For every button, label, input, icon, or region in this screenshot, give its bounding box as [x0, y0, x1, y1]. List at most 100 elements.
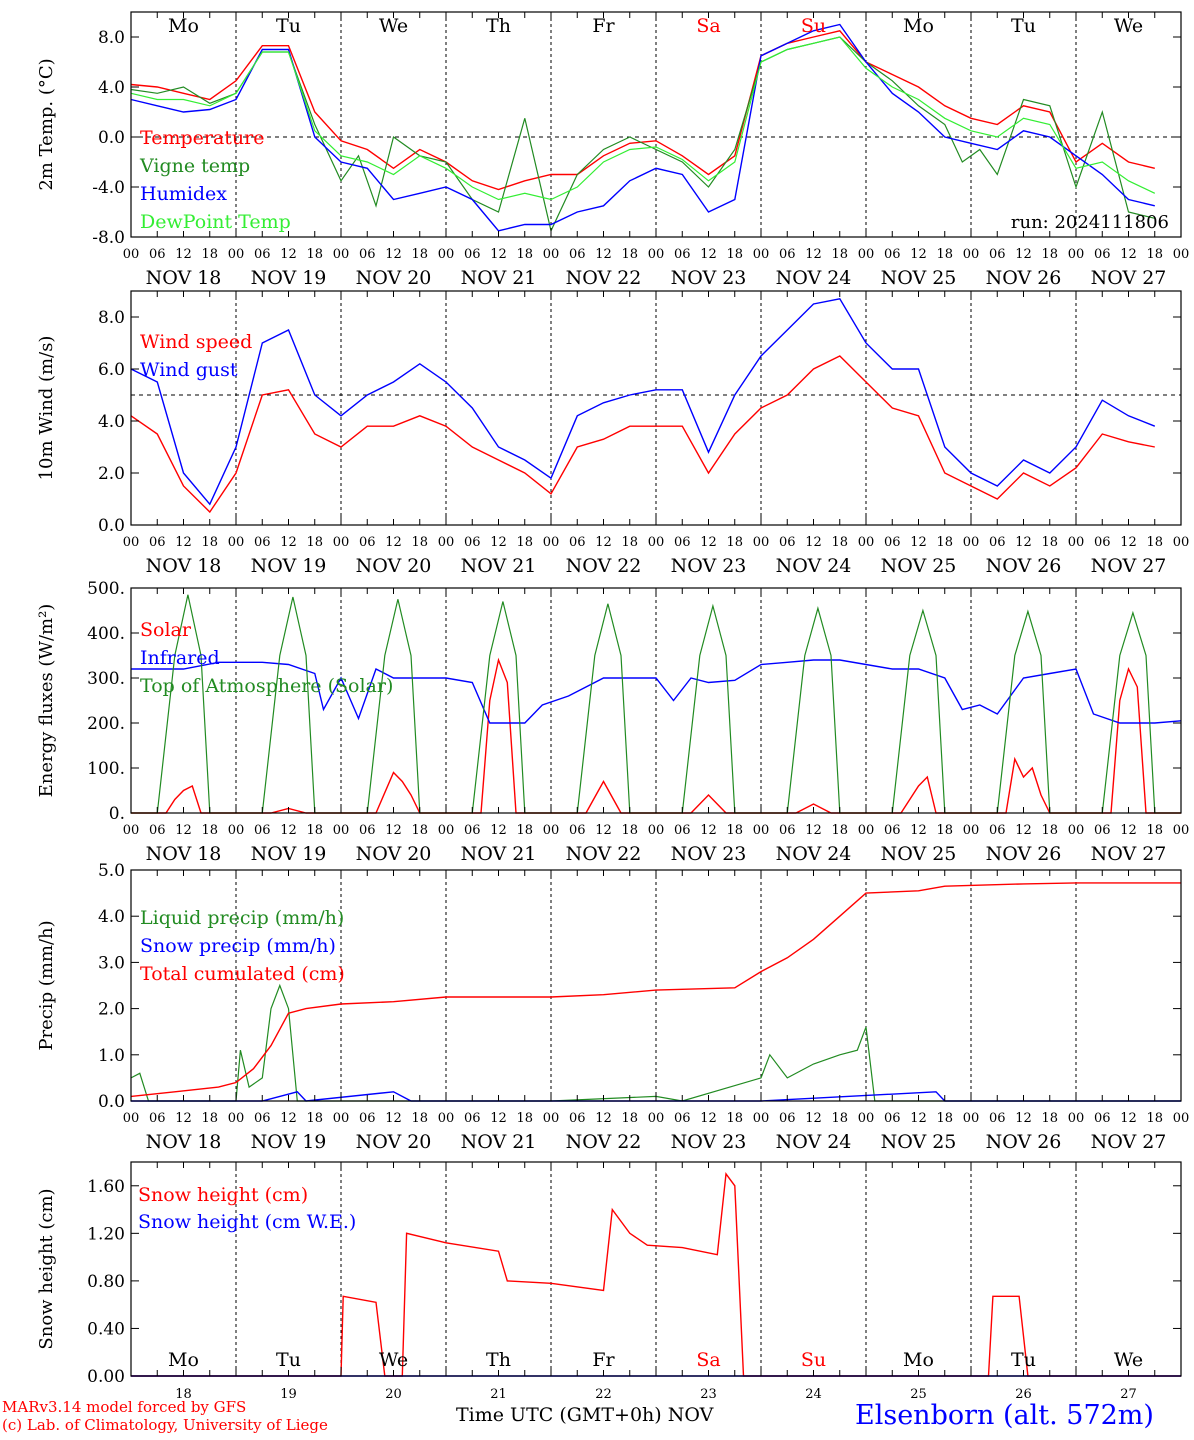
date-label: NOV 22 — [566, 555, 642, 577]
hour-tick-label: 00 — [963, 823, 980, 838]
hour-tick-label: 06 — [779, 1111, 796, 1126]
hour-tick-label: 06 — [464, 1111, 481, 1126]
hour-tick-label: 06 — [674, 535, 691, 550]
legend-entry: Humidex — [140, 183, 227, 205]
hour-tick-label: 00 — [333, 247, 350, 262]
hour-tick-label: 12 — [805, 823, 822, 838]
hour-tick-label: 00 — [123, 823, 140, 838]
date-label: NOV 22 — [566, 1131, 642, 1153]
hour-tick-label: 00 — [858, 535, 875, 550]
y-tick-label: 6.0 — [98, 360, 125, 380]
day-name-label: We — [379, 1349, 408, 1371]
day-name-label: Tu — [276, 15, 301, 37]
hour-tick-label: 00 — [963, 1111, 980, 1126]
hour-tick-label: 18 — [726, 823, 743, 838]
hour-tick-label: 06 — [674, 823, 691, 838]
hour-tick-label: 12 — [280, 1111, 297, 1126]
hour-tick-label: 00 — [753, 535, 770, 550]
hour-tick-label: 00 — [123, 535, 140, 550]
day-number-label: 23 — [700, 1387, 717, 1402]
hour-tick-label: 18 — [831, 247, 848, 262]
hour-tick-label: 12 — [385, 535, 402, 550]
legend-entry: Wind gust — [140, 359, 238, 381]
hour-tick-label: 06 — [254, 247, 271, 262]
hour-tick-label: 00 — [228, 1111, 245, 1126]
date-label: NOV 22 — [566, 843, 642, 865]
day-name-label: Th — [486, 15, 511, 37]
date-label: NOV 23 — [671, 267, 747, 289]
legend-entry: Snow height (cm W.E.) — [138, 1211, 356, 1233]
series-line-temperature — [130, 30, 1155, 191]
plot-frame — [130, 587, 1182, 814]
hour-tick-label: 18 — [936, 535, 953, 550]
hour-tick-label: 06 — [989, 247, 1006, 262]
hour-tick-label: 18 — [1041, 1111, 1058, 1126]
day-name-label: We — [1114, 1349, 1143, 1371]
hour-tick-label: 06 — [674, 1111, 691, 1126]
y-tick-label: 200. — [87, 714, 125, 734]
hour-tick-label: 18 — [411, 535, 428, 550]
y-axis-label: 2m Temp. (°C) — [36, 58, 57, 190]
hour-tick-label: 12 — [1120, 1111, 1137, 1126]
hour-tick-label: 12 — [595, 823, 612, 838]
hour-tick-label: 00 — [123, 247, 140, 262]
date-label: NOV 21 — [461, 843, 537, 865]
day-number-label: 26 — [1015, 1387, 1032, 1402]
hour-tick-label: 00 — [333, 535, 350, 550]
y-axis-label: Snow height (cm) — [36, 1188, 57, 1349]
date-label: NOV 20 — [356, 1131, 432, 1153]
date-label: NOV 19 — [251, 1131, 327, 1153]
hour-tick-label: 18 — [726, 247, 743, 262]
date-label: NOV 18 — [146, 555, 222, 577]
hour-tick-label: 18 — [516, 823, 533, 838]
legend-entry: Wind speed — [140, 331, 252, 353]
hour-tick-label: 06 — [464, 535, 481, 550]
day-name-label: Tu — [1011, 1349, 1036, 1371]
hour-tick-label: 18 — [411, 247, 428, 262]
date-label: NOV 18 — [146, 267, 222, 289]
hour-tick-label: 12 — [595, 535, 612, 550]
hour-tick-label: 12 — [385, 1111, 402, 1126]
legend-entry: Temperature — [140, 127, 264, 149]
hour-tick-label: 06 — [254, 1111, 271, 1126]
hour-tick-label: 12 — [805, 1111, 822, 1126]
date-label: NOV 27 — [1091, 843, 1167, 865]
date-label: NOV 20 — [356, 843, 432, 865]
hour-tick-label: 00 — [1173, 247, 1190, 262]
hour-tick-label: 00 — [858, 823, 875, 838]
hour-tick-label: 18 — [516, 247, 533, 262]
date-label: NOV 23 — [671, 843, 747, 865]
hour-tick-label: 18 — [1041, 535, 1058, 550]
hour-tick-label: 06 — [884, 535, 901, 550]
day-name-label: Mo — [903, 15, 934, 37]
hour-tick-label: 12 — [1015, 247, 1032, 262]
hour-tick-label: 18 — [1146, 247, 1163, 262]
hour-tick-label: 12 — [175, 823, 192, 838]
date-label: NOV 20 — [356, 555, 432, 577]
hour-tick-label: 12 — [490, 823, 507, 838]
hour-tick-label: 18 — [411, 1111, 428, 1126]
hour-tick-label: 06 — [779, 535, 796, 550]
hour-tick-label: 18 — [936, 823, 953, 838]
hour-tick-label: 12 — [490, 247, 507, 262]
hour-tick-label: 12 — [490, 1111, 507, 1126]
legend-entry: Snow precip (mm/h) — [140, 935, 336, 957]
hour-tick-label: 00 — [228, 535, 245, 550]
date-label: NOV 24 — [776, 1131, 852, 1153]
run-annotation: run: 2024111806 — [1011, 212, 1169, 233]
y-tick-label: 3.0 — [98, 953, 125, 973]
hour-tick-label: 12 — [595, 247, 612, 262]
hour-tick-label: 12 — [280, 823, 297, 838]
hour-tick-label: 00 — [333, 1111, 350, 1126]
day-name-label: Tu — [276, 1349, 301, 1371]
date-label: NOV 19 — [251, 555, 327, 577]
time-axis-title: Time UTC (GMT+0h) NOV — [456, 1404, 713, 1426]
hour-tick-label: 06 — [254, 535, 271, 550]
hour-tick-label: 12 — [1015, 823, 1032, 838]
hour-tick-label: 00 — [648, 823, 665, 838]
hour-tick-label: 12 — [175, 535, 192, 550]
day-name-label: Sa — [696, 1349, 720, 1371]
y-axis-label: Precip (mm/h) — [36, 920, 57, 1050]
hour-tick-label: 00 — [1068, 247, 1085, 262]
y-axis-label: 10m Wind (m/s) — [36, 336, 57, 481]
